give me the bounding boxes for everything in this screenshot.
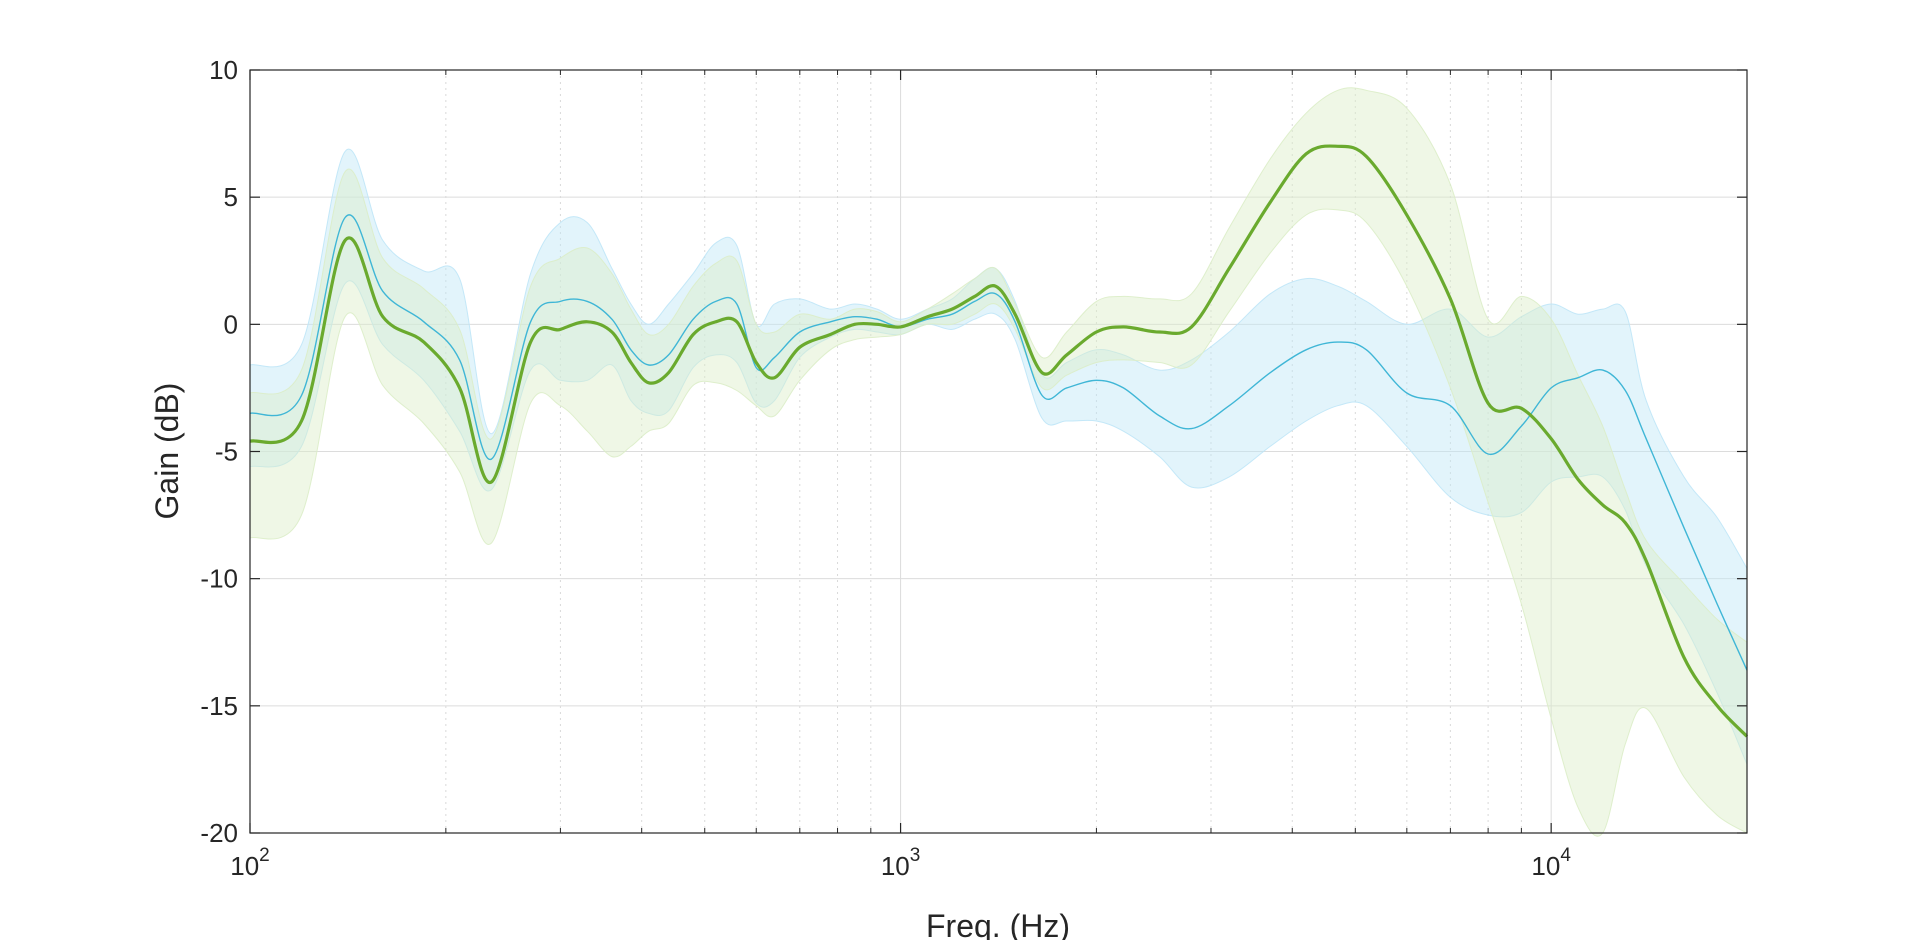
confidence-bands — [249, 87, 1748, 837]
series-lines — [249, 144, 1749, 738]
y-tick-label: 10 — [209, 55, 238, 85]
x-tick-base: 10 — [881, 851, 910, 881]
y-tick-labels: 10 5 0 -5 -10 -15 -20 — [200, 55, 238, 848]
x-tick-label: 103 — [881, 845, 921, 881]
y-tick-label: -5 — [215, 437, 238, 467]
series-2-band — [249, 87, 1748, 837]
series-1-line — [249, 214, 1748, 671]
x-tick-label: 102 — [230, 845, 270, 881]
y-axis-label: Gain (dB) — [149, 383, 185, 520]
x-tick-labels: 102 103 104 — [230, 845, 1571, 881]
plot-area — [249, 69, 1749, 837]
y-tick-label: -20 — [200, 818, 238, 848]
x-tick-base: 10 — [230, 851, 259, 881]
x-tick-base: 10 — [1531, 851, 1560, 881]
y-tick-label: -10 — [200, 564, 238, 594]
series-2-line — [249, 144, 1749, 738]
series-1-band — [249, 148, 1748, 765]
x-tick-label: 104 — [1531, 845, 1571, 881]
y-tick-label: 5 — [224, 182, 238, 212]
x-axis-label: Freq. (Hz) — [926, 908, 1070, 940]
y-tick-label: -15 — [200, 691, 238, 721]
x-tick-exponent: 3 — [910, 845, 921, 866]
x-tick-exponent: 2 — [259, 845, 270, 866]
x-tick-exponent: 4 — [1560, 845, 1571, 866]
y-tick-label: 0 — [224, 309, 238, 339]
tick-marks — [249, 69, 1747, 834]
